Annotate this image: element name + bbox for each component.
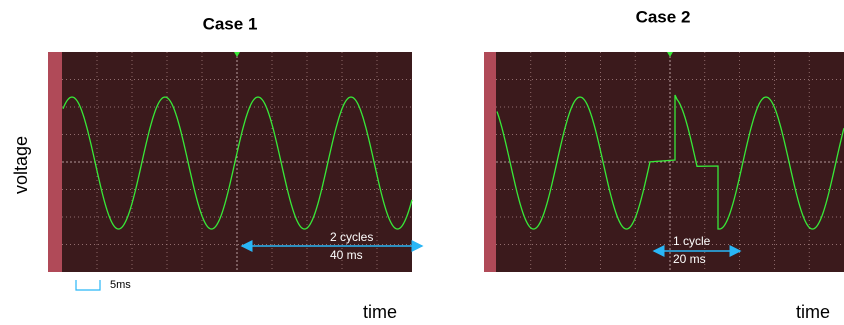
panel-title: Case 2: [636, 7, 691, 26]
panel-title: Case 1: [203, 14, 258, 33]
annotation: 1 cycle: [673, 234, 711, 248]
figure: Case 1 Case 2 voltage time time 2 cycles…: [0, 0, 844, 325]
annotation: 2 cycles: [330, 230, 373, 244]
scope-panel: [484, 52, 844, 272]
annotation: 20 ms: [673, 252, 706, 266]
scope-strip: [484, 52, 496, 272]
scale-bracket: [76, 280, 100, 290]
y-axis-label: voltage: [11, 136, 31, 194]
x-axis-label: time: [796, 302, 830, 322]
x-axis-label: time: [363, 302, 397, 322]
scale-label: 5ms: [110, 279, 131, 291]
scope-strip: [48, 52, 62, 272]
annotation: 40 ms: [330, 248, 363, 262]
